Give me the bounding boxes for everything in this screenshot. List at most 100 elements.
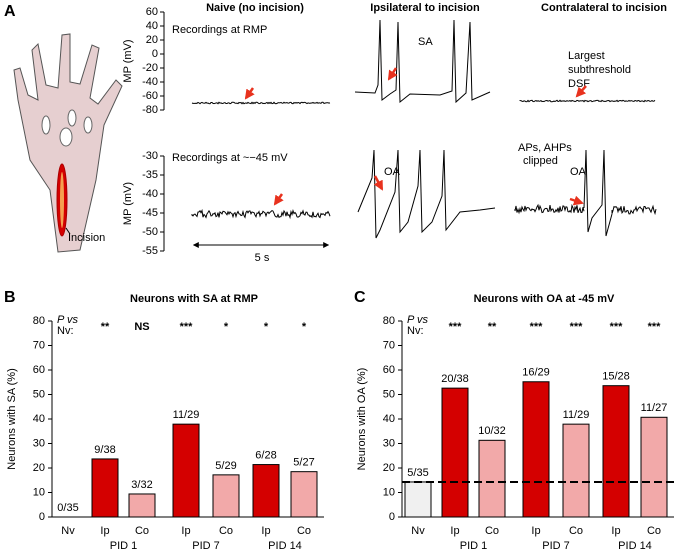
y-tick-label: 40 — [383, 413, 395, 425]
annotation: Recordings at ~−45 mV — [172, 152, 288, 164]
y-tick-label: -20 — [142, 62, 158, 74]
bar — [91, 458, 119, 518]
y-tick-label: 70 — [33, 339, 45, 351]
scale-bar-label: 5 s — [255, 252, 270, 264]
annotation: clipped — [523, 155, 558, 167]
value-label: 20/38 — [441, 373, 469, 385]
x-tick-label: Ip — [261, 525, 270, 537]
value-label: 6/28 — [255, 449, 276, 461]
group-label: PID 1 — [110, 540, 138, 552]
significance: *** — [570, 321, 584, 333]
bar — [128, 493, 156, 518]
stat-label: Nv: — [407, 325, 424, 337]
y-tick-label: 60 — [383, 364, 395, 376]
column-title: Naive (no incision) — [206, 2, 304, 14]
y-axis-label: MP (mV) — [122, 182, 134, 225]
significance: *** — [648, 321, 662, 333]
bar — [172, 423, 200, 518]
y-tick-label: -35 — [142, 169, 158, 181]
trace — [514, 203, 585, 215]
value-label: 11/29 — [173, 409, 200, 421]
bar — [640, 416, 668, 518]
y-tick-label: 0 — [152, 48, 158, 60]
significance: * — [224, 321, 229, 333]
chart-title: Neurons with OA at -45 mV — [474, 293, 615, 305]
significance: * — [302, 321, 307, 333]
group-label: PID 1 — [460, 540, 488, 552]
value-label: 11/29 — [563, 409, 590, 421]
x-tick-label: Co — [297, 525, 311, 537]
y-tick-label: 20 — [33, 462, 45, 474]
panel-label: B — [4, 289, 16, 306]
group-label: PID 14 — [268, 540, 302, 552]
y-tick-label: 80 — [383, 315, 395, 327]
y-tick-label: 60 — [146, 6, 158, 18]
y-tick-label: 50 — [33, 388, 45, 400]
bar — [478, 439, 506, 518]
trace — [191, 208, 331, 220]
bar — [441, 387, 469, 518]
trace — [583, 149, 613, 237]
x-tick-label: Co — [569, 525, 583, 537]
stat-label: P vs — [407, 314, 428, 326]
y-tick-label: -80 — [142, 104, 158, 116]
group-label: PID 7 — [192, 540, 220, 552]
panel-label: A — [4, 3, 16, 20]
annotation: SA — [418, 36, 433, 48]
panel-label: C — [354, 289, 366, 306]
y-tick-label: -40 — [142, 188, 158, 200]
y-tick-label: -30 — [142, 150, 158, 162]
value-label: 10/32 — [478, 425, 506, 437]
y-tick-label: 0 — [389, 511, 395, 523]
value-label: 3/32 — [131, 479, 152, 491]
significance: * — [264, 321, 269, 333]
y-tick-label: -40 — [142, 76, 158, 88]
x-tick-label: Ip — [611, 525, 620, 537]
paw-label: Incision — [68, 232, 105, 244]
x-tick-label: Co — [135, 525, 149, 537]
x-tick-label: Nv — [61, 525, 75, 537]
significance: ** — [488, 321, 497, 333]
y-tick-label: 20 — [146, 34, 158, 46]
significance: *** — [610, 321, 624, 333]
y-tick-label: 70 — [383, 339, 395, 351]
y-tick-label: 40 — [146, 20, 158, 32]
trace — [354, 19, 491, 104]
column-title: Ipsilateral to incision — [370, 2, 480, 14]
y-axis-label: Neurons with OA (%) — [356, 368, 368, 471]
annotation: APs, AHPs — [518, 142, 572, 154]
annotation: subthreshold — [568, 64, 631, 76]
bar — [562, 423, 590, 518]
y-tick-label: 60 — [33, 364, 45, 376]
stat-label: Nv: — [57, 325, 74, 337]
value-label: 16/29 — [522, 367, 550, 379]
significance: *** — [180, 321, 194, 333]
y-tick-label: -45 — [142, 207, 158, 219]
arrows — [244, 67, 587, 206]
column-title: Contralateral to incision — [541, 2, 667, 14]
significance: *** — [530, 321, 544, 333]
y-tick-label: -60 — [142, 90, 158, 102]
group-label: PID 14 — [618, 540, 652, 552]
x-tick-label: Ip — [100, 525, 109, 537]
value-label: 11/27 — [641, 402, 668, 414]
trace — [611, 204, 657, 216]
x-tick-label: Ip — [531, 525, 540, 537]
y-tick-label: 10 — [383, 486, 395, 498]
value-label: 5/27 — [293, 457, 314, 469]
y-tick-label: 20 — [383, 462, 395, 474]
annotation: Largest — [568, 50, 605, 62]
y-tick-label: 30 — [383, 437, 395, 449]
y-tick-label: 80 — [33, 315, 45, 327]
x-tick-label: Co — [647, 525, 661, 537]
annotation: Recordings at RMP — [172, 24, 267, 36]
bar — [290, 471, 318, 518]
bar — [212, 474, 240, 518]
y-axis-label: MP (mV) — [122, 39, 134, 82]
y-tick-label: -55 — [142, 245, 158, 257]
y-tick-label: -50 — [142, 226, 158, 238]
bar — [602, 385, 630, 518]
y-tick-label: 40 — [33, 413, 45, 425]
group-label: PID 7 — [542, 540, 570, 552]
trace — [357, 149, 496, 239]
